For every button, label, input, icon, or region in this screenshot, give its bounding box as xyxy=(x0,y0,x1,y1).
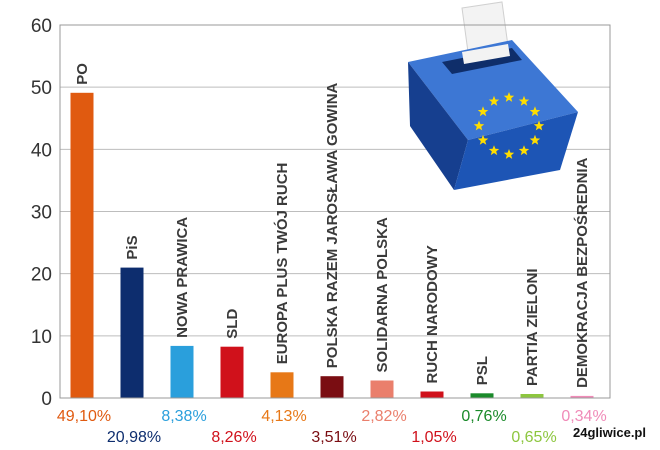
party-label: NOWA PRAWICA xyxy=(174,217,191,338)
star-icon xyxy=(518,145,530,156)
bar-3 xyxy=(220,346,244,398)
value-label: 20,98% xyxy=(107,429,161,446)
star-icon xyxy=(477,106,489,117)
star-icon xyxy=(503,92,515,102)
party-label: DEMOKRACJA BEZPOŚREDNIA xyxy=(573,157,591,387)
bar-0 xyxy=(70,92,94,399)
value-label: 0,65% xyxy=(511,429,556,446)
ballot-box-icon xyxy=(408,1,578,190)
value-label: 0,34% xyxy=(561,408,606,425)
party-labels: PO PiS NOWA PRAWICA SLD EUROPA PLUS TWÓJ RUC… xyxy=(74,63,591,388)
star-icon xyxy=(503,149,515,159)
percentage-labels: 49,10% 20,98%8,38% 8,26% 4,13% 3,51% 2,82% 1,0… xyxy=(57,408,607,446)
y-tick-label: 30 xyxy=(31,203,52,224)
eu-stars xyxy=(473,92,545,159)
value-label: 8,38% xyxy=(161,408,206,425)
y-tick-label: 0 xyxy=(41,389,52,410)
party-label: SOLIDARNA POLSKA xyxy=(374,217,391,372)
value-label: 49,10% xyxy=(57,408,111,425)
y-tick-label: 40 xyxy=(31,140,52,161)
star-icon xyxy=(488,145,500,156)
star-icon xyxy=(518,95,530,106)
star-icon xyxy=(473,120,485,131)
bar-9 xyxy=(520,394,544,398)
y-axis-ticks: 0 10 20 30 40 50 60 xyxy=(31,16,52,410)
party-label: SLD xyxy=(224,309,241,339)
bar-1 xyxy=(120,267,144,398)
bar-10 xyxy=(570,395,594,398)
y-tick-label: 10 xyxy=(31,327,52,348)
party-label: PiS xyxy=(124,235,141,259)
party-label: PARTIA ZIELONI xyxy=(524,269,541,387)
star-icon xyxy=(488,95,500,106)
bar-4 xyxy=(270,372,294,398)
bar-6 xyxy=(370,380,394,398)
party-label: EUROPA PLUS TWÓJ RUCH xyxy=(273,163,291,365)
y-tick-label: 50 xyxy=(31,78,52,99)
value-label: 2,82% xyxy=(361,408,406,425)
bar-8 xyxy=(470,393,494,398)
value-label: 4,13% xyxy=(261,408,306,425)
bar-2 xyxy=(170,345,194,398)
y-tick-label: 20 xyxy=(31,265,52,286)
bar-5 xyxy=(320,376,344,398)
value-label: 3,51% xyxy=(311,429,356,446)
party-label: RUCH NARODOWY xyxy=(424,245,441,383)
star-icon xyxy=(529,134,541,145)
star-icon xyxy=(477,134,489,145)
star-icon xyxy=(533,120,545,131)
watermark: 24gliwice.pl xyxy=(573,425,646,440)
party-label: PSL xyxy=(474,356,491,385)
plot-frame xyxy=(59,24,611,399)
y-tick-label: 60 xyxy=(31,16,52,37)
bars-group xyxy=(70,92,594,399)
value-label: 1,05% xyxy=(411,429,456,446)
bar-7 xyxy=(420,391,444,398)
party-label: POLSKA RAZEM JAROSŁAWA GOWINA xyxy=(324,82,341,368)
party-label: PO xyxy=(74,63,91,85)
star-icon xyxy=(529,106,541,117)
value-label: 8,26% xyxy=(211,429,256,446)
value-label: 0,76% xyxy=(461,408,506,425)
